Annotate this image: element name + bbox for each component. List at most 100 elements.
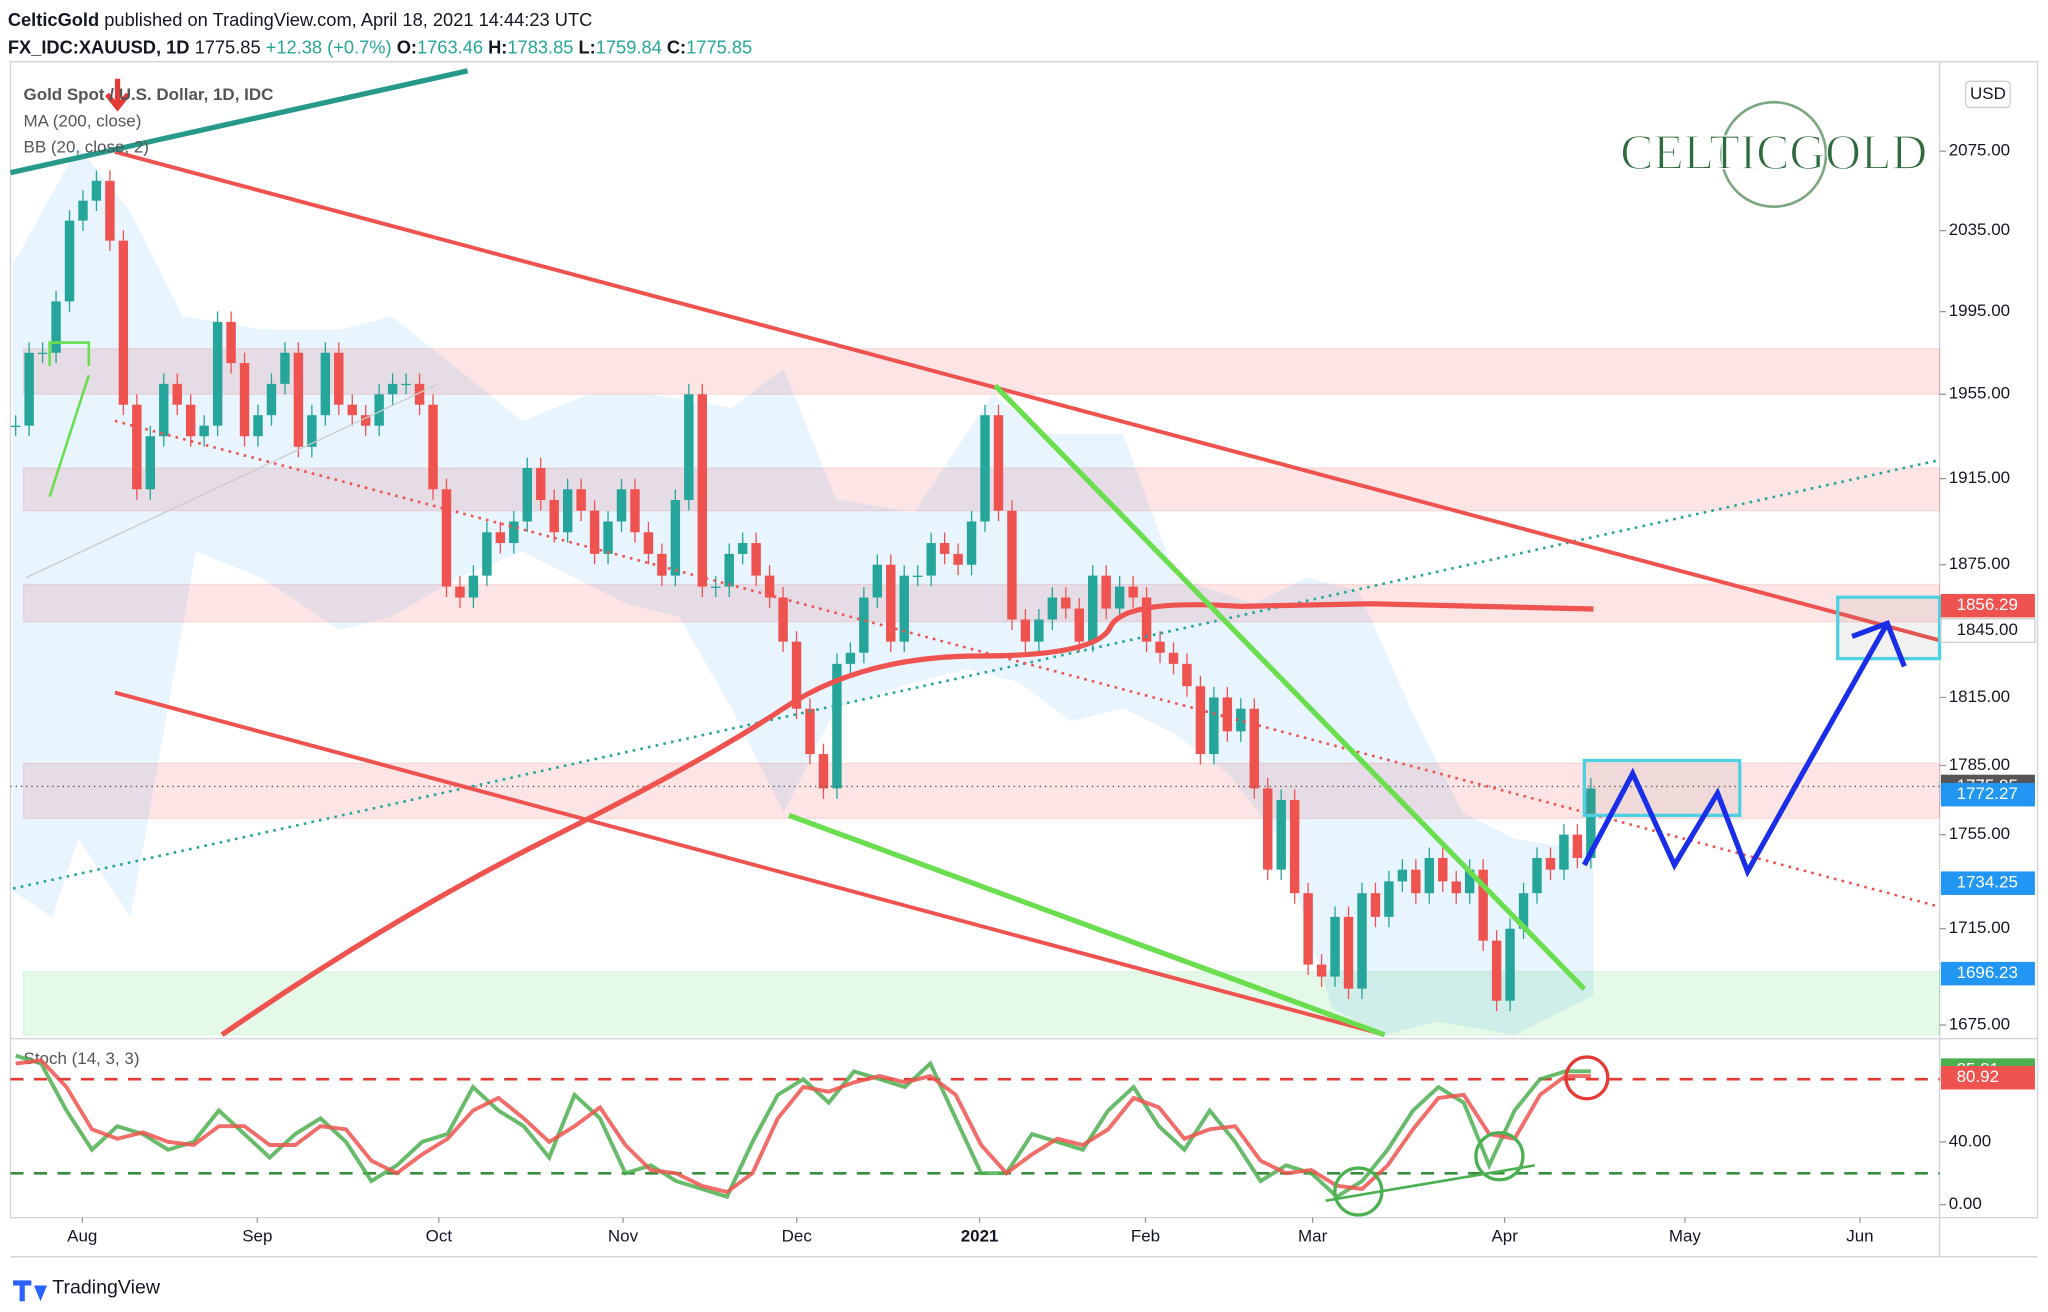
- candle-body: [118, 240, 129, 405]
- candle-body: [616, 489, 627, 522]
- candle-body: [374, 394, 384, 426]
- candle-body: [1047, 597, 1058, 620]
- candle-body: [24, 352, 34, 426]
- candle-body: [320, 352, 331, 416]
- price-label-box: [1940, 1065, 2035, 1090]
- candle-body: [1249, 708, 1259, 789]
- candle-body: [845, 652, 856, 664]
- price-label: 1856.29: [1957, 595, 2018, 614]
- publisher: CelticGold: [8, 9, 99, 30]
- candle-body: [1101, 575, 1111, 609]
- candle-body: [1034, 619, 1044, 642]
- candle-body: [1168, 652, 1179, 664]
- candle-body: [832, 663, 842, 789]
- y-tick-label: 1915.00: [1949, 468, 2010, 487]
- frame: [9, 61, 2039, 1219]
- y-tick-label: 40.00: [1949, 1131, 1991, 1150]
- candle-body: [441, 489, 452, 587]
- candle-body: [199, 425, 209, 437]
- x-tick-label: Oct: [426, 1227, 453, 1246]
- forecast-arrow: [1851, 620, 1907, 668]
- candle-body: [1182, 663, 1192, 687]
- candle-body: [1586, 788, 1596, 858]
- currency-button[interactable]: [1965, 80, 2011, 109]
- candle-body: [1411, 869, 1421, 894]
- candle-body: [1545, 857, 1556, 870]
- candle-body: [1114, 586, 1125, 609]
- candle-body: [78, 200, 88, 221]
- price-label-box: [1940, 618, 2036, 643]
- candle-body: [387, 383, 398, 395]
- candle-body: [1263, 788, 1273, 870]
- candle-body: [684, 394, 694, 500]
- candle-body: [239, 363, 250, 437]
- candle-body: [1572, 834, 1583, 858]
- candle-body: [791, 641, 802, 709]
- price-label: 80.92: [1957, 1067, 1999, 1086]
- candle-body: [966, 521, 977, 565]
- trend-line: [787, 812, 1386, 1038]
- y-tick-label: 1675.00: [1949, 1015, 2010, 1034]
- header-line: CelticGold published on TradingView.com,…: [8, 9, 593, 30]
- zone: [22, 971, 1941, 1036]
- candle-body: [1343, 916, 1354, 989]
- currency[interactable]: USD: [1970, 84, 2006, 103]
- trend-line: [114, 690, 1385, 1037]
- candle-body: [1518, 893, 1529, 929]
- y-tick-label: 0.00: [1949, 1194, 1982, 1213]
- target-box: [1582, 758, 1742, 817]
- trend-line: [9, 68, 469, 176]
- x-tick-label: Mar: [1298, 1227, 1328, 1246]
- candle-body: [1128, 586, 1138, 598]
- trend-line: [993, 383, 1587, 991]
- ohlc-h-value: 1783.85: [507, 36, 573, 57]
- candle-body: [1155, 641, 1165, 653]
- candle-body: [1209, 697, 1219, 755]
- candle-body: [657, 553, 667, 576]
- candle-body: [1303, 893, 1313, 965]
- candle-body: [455, 586, 465, 598]
- price-label: 1772.27: [1957, 784, 2018, 803]
- candle-body: [1357, 893, 1367, 989]
- y-tick-label: 1955.00: [1949, 384, 2010, 403]
- highlight-circle: [1474, 1131, 1525, 1182]
- moving-average: [220, 601, 1594, 1037]
- candle-body: [912, 575, 923, 577]
- candle-body: [1438, 857, 1448, 882]
- candle-body: [670, 499, 681, 576]
- candle-body: [899, 575, 909, 642]
- legend-item: MA (200, close): [24, 111, 142, 130]
- candle-body: [589, 510, 600, 554]
- candle-body: [1141, 597, 1152, 642]
- candle-body: [347, 404, 357, 416]
- stoch-line: [15, 1053, 1591, 1200]
- candle-body: [630, 489, 640, 533]
- candle-body: [51, 301, 61, 353]
- stoch-title: Stoch (14, 3, 3): [24, 1049, 140, 1068]
- x-tick-label: Nov: [608, 1227, 639, 1246]
- candle-body: [1559, 834, 1569, 870]
- trend-line: [48, 374, 91, 498]
- y-tick-label: 1715.00: [1949, 918, 2010, 937]
- candle-body: [132, 404, 142, 490]
- candle-body: [1491, 940, 1502, 1001]
- price-label: 1696.23: [1957, 963, 2018, 982]
- candle-body: [778, 597, 788, 642]
- ohlc-l: L:: [578, 36, 595, 57]
- x-tick-label: Apr: [1491, 1227, 1518, 1246]
- candle-body: [1451, 881, 1461, 894]
- ohlc-c-value: 1775.85: [686, 36, 752, 57]
- price-label-box: [1940, 782, 2035, 807]
- change: +12.38 (+0.7%): [266, 36, 392, 57]
- y-tick-label: 1785.00: [1949, 755, 2010, 774]
- candle-body: [1061, 597, 1071, 609]
- y-tick-label: 2075.00: [1949, 141, 2010, 160]
- zone: [22, 583, 1941, 623]
- y-tick-label: 1815.00: [1949, 687, 2010, 706]
- trend-line: [114, 149, 1941, 643]
- candle-body: [1289, 799, 1300, 894]
- candle-body: [576, 489, 586, 511]
- price-label-box: [1940, 961, 2035, 986]
- x-tick-label: May: [1669, 1227, 1702, 1246]
